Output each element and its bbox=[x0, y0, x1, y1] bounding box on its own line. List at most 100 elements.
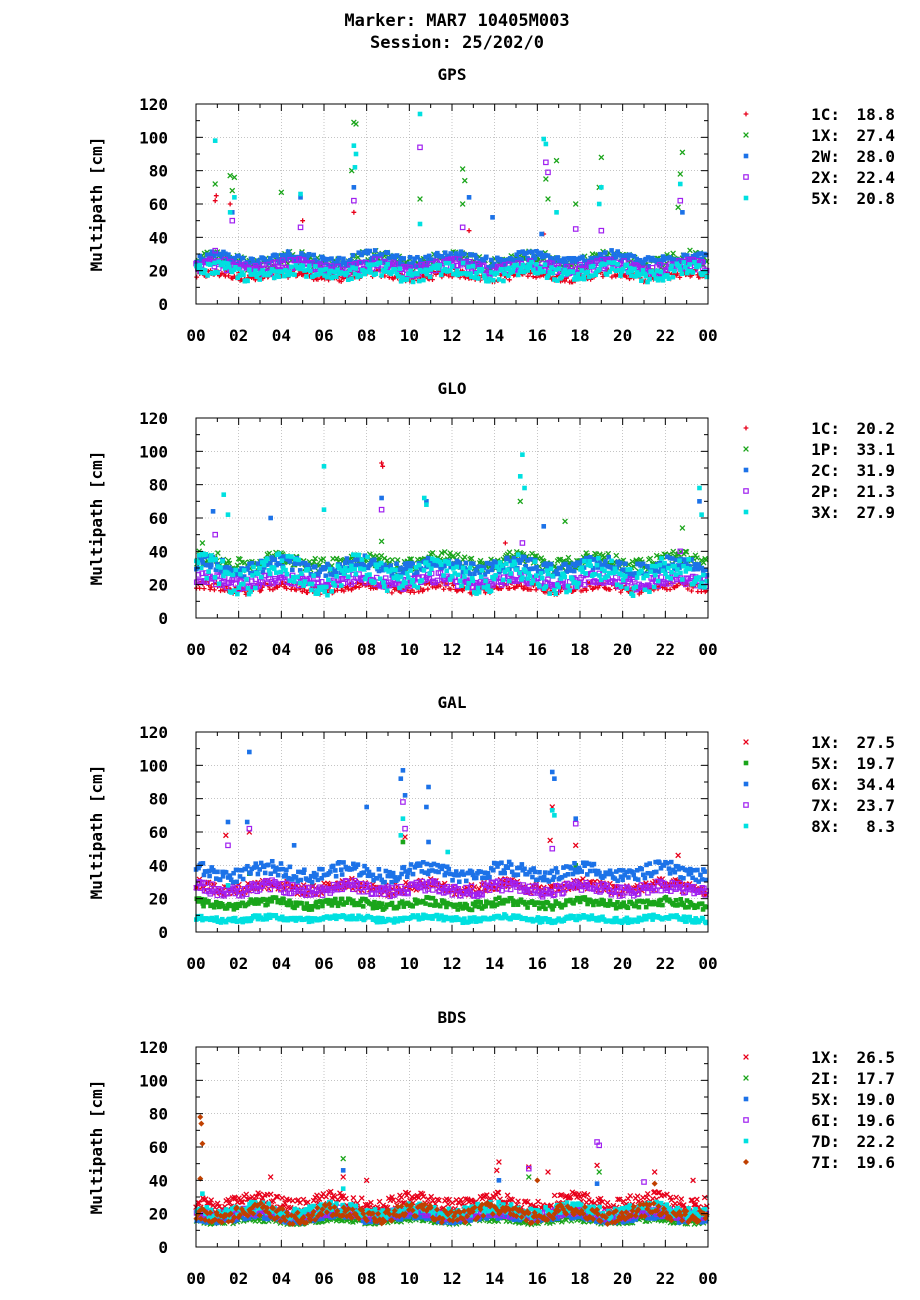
data-point bbox=[241, 568, 247, 573]
data-point bbox=[647, 276, 652, 282]
data-point bbox=[257, 565, 262, 571]
data-point bbox=[250, 257, 255, 262]
data-point-spike bbox=[417, 221, 423, 227]
legend-symbol bbox=[743, 446, 749, 452]
data-point bbox=[463, 560, 469, 566]
data-point bbox=[291, 574, 296, 580]
data-point bbox=[553, 591, 559, 597]
data-point bbox=[417, 278, 422, 284]
data-point-spike bbox=[417, 111, 423, 117]
data-point bbox=[328, 869, 333, 874]
data-point bbox=[466, 264, 471, 270]
y-tick-label: 60 bbox=[149, 509, 168, 528]
x-tick-label: 02 bbox=[229, 326, 248, 345]
data-point bbox=[695, 867, 700, 873]
data-point bbox=[649, 563, 655, 569]
data-point bbox=[698, 872, 703, 878]
data-point bbox=[658, 574, 665, 580]
data-point bbox=[312, 564, 318, 569]
data-point bbox=[353, 266, 358, 271]
data-point bbox=[679, 271, 685, 277]
data-point bbox=[579, 869, 585, 874]
legend-entry-value: 28.0 bbox=[856, 147, 895, 166]
data-point-spike bbox=[321, 507, 327, 512]
data-point bbox=[690, 270, 696, 275]
data-point bbox=[666, 276, 672, 281]
data-point-spike bbox=[210, 509, 216, 514]
data-point-spike bbox=[353, 121, 359, 127]
data-point bbox=[332, 896, 338, 902]
data-point bbox=[218, 251, 224, 257]
data-point bbox=[227, 255, 233, 261]
data-point bbox=[474, 256, 479, 261]
data-point bbox=[378, 560, 384, 566]
data-point-spike bbox=[352, 165, 358, 170]
data-point bbox=[325, 592, 330, 598]
data-point bbox=[341, 860, 346, 865]
data-point bbox=[421, 568, 427, 573]
data-point bbox=[522, 866, 527, 872]
data-point bbox=[311, 252, 317, 258]
data-point bbox=[399, 871, 404, 877]
data-point bbox=[328, 263, 335, 269]
data-point bbox=[481, 258, 487, 264]
data-point bbox=[634, 575, 640, 580]
legend-entry-name: 2W: bbox=[811, 147, 840, 166]
data-point bbox=[255, 871, 261, 877]
data-point bbox=[300, 263, 306, 269]
data-point-spike bbox=[225, 512, 231, 517]
data-point bbox=[469, 252, 474, 258]
data-point bbox=[281, 273, 287, 279]
data-point-spike bbox=[379, 495, 384, 501]
data-point-spike bbox=[459, 166, 466, 172]
data-point bbox=[444, 568, 450, 574]
data-point bbox=[470, 561, 476, 567]
data-point bbox=[502, 870, 507, 876]
data-point-spike bbox=[543, 141, 549, 147]
data-point bbox=[287, 864, 293, 870]
data-point bbox=[634, 256, 640, 262]
data-point bbox=[583, 262, 589, 268]
data-point bbox=[466, 580, 472, 586]
data-point bbox=[384, 588, 390, 593]
data-point bbox=[349, 276, 354, 282]
data-point bbox=[530, 578, 536, 583]
data-point bbox=[372, 557, 377, 563]
data-point bbox=[272, 259, 279, 265]
data-point bbox=[704, 252, 709, 258]
data-point bbox=[677, 558, 682, 564]
data-point bbox=[658, 269, 664, 275]
data-point-spike bbox=[212, 198, 218, 204]
data-point bbox=[327, 566, 333, 572]
data-point bbox=[659, 556, 664, 561]
data-point-spike bbox=[549, 769, 555, 775]
data-point-spike bbox=[543, 176, 549, 182]
data-point bbox=[696, 263, 702, 268]
data-point bbox=[642, 587, 648, 593]
data-point bbox=[335, 258, 340, 263]
data-point bbox=[256, 258, 261, 263]
data-point bbox=[572, 256, 578, 262]
data-point-spike bbox=[553, 157, 560, 164]
data-point bbox=[587, 559, 592, 564]
series-6X bbox=[193, 749, 709, 885]
data-point bbox=[276, 260, 282, 266]
data-point bbox=[417, 258, 423, 263]
x-tick-label: 00 bbox=[186, 640, 205, 659]
data-point bbox=[262, 897, 267, 902]
data-point bbox=[253, 585, 258, 591]
data-point bbox=[489, 257, 494, 263]
x-tick-label: 04 bbox=[272, 326, 291, 345]
data-point bbox=[488, 588, 494, 594]
data-point bbox=[323, 573, 329, 579]
data-point bbox=[546, 879, 552, 884]
data-point-spike bbox=[199, 540, 206, 546]
data-point bbox=[461, 554, 468, 560]
data-point bbox=[614, 582, 620, 588]
data-point bbox=[393, 567, 398, 573]
data-point bbox=[668, 859, 674, 865]
data-point bbox=[672, 869, 678, 875]
data-point-spike bbox=[351, 143, 357, 148]
legend-entry-name: 3X: bbox=[811, 503, 840, 522]
